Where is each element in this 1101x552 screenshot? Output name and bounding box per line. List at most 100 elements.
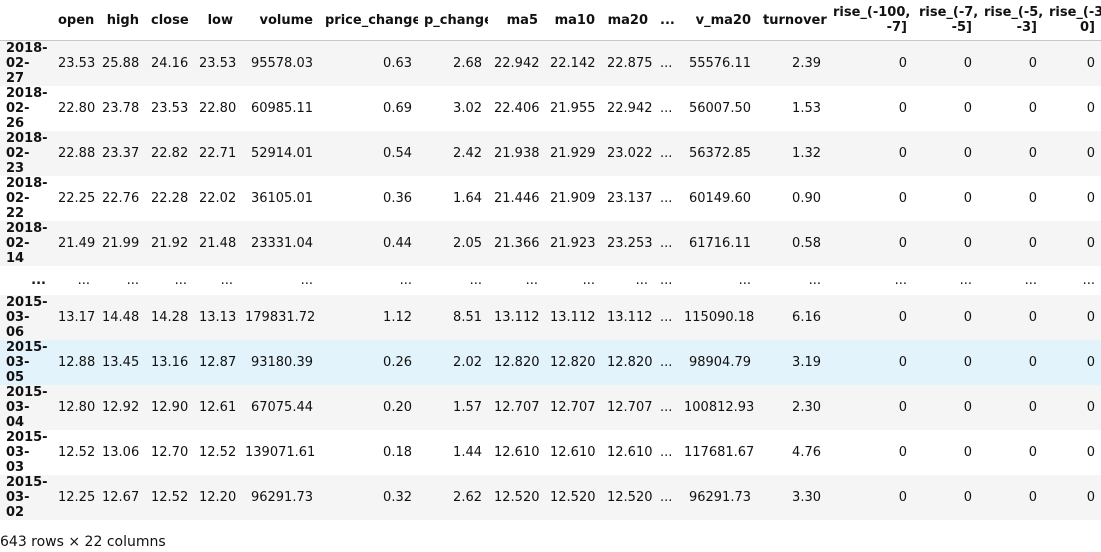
column-header-ma20: ma20 — [601, 0, 654, 41]
table-cell: 22.71 — [199, 146, 237, 161]
table-cell: 21.49 — [58, 236, 96, 251]
table-cell: ... — [300, 273, 313, 288]
table-cell: 21.99 — [102, 236, 140, 251]
table-cell: 115090.18 — [684, 310, 755, 325]
table-cell: 2.02 — [453, 355, 482, 370]
table-cell: 0 — [1086, 236, 1095, 251]
row-index: ... — [31, 273, 46, 288]
table-cell: 12.707 — [550, 400, 596, 415]
table-cell: 0 — [963, 310, 972, 325]
dataframe-shape-summary: 643 rows × 22 columns — [0, 534, 166, 550]
table-cell: 0 — [1086, 445, 1095, 460]
table-cell: 0 — [963, 490, 972, 505]
table-cell: 22.02 — [199, 191, 237, 206]
row-index: 2015- 03-06 — [6, 295, 48, 340]
table-cell: 6.16 — [792, 310, 821, 325]
table-cell: 2.62 — [453, 490, 482, 505]
row-index: 2018- 02-27 — [6, 41, 48, 86]
table-cell: ... — [660, 191, 673, 206]
table-cell: 22.88 — [58, 146, 96, 161]
table-cell: 0 — [1028, 191, 1037, 206]
table-cell: 1.53 — [792, 101, 821, 116]
table-cell: 12.610 — [550, 445, 596, 460]
table-cell: 24.16 — [151, 56, 189, 71]
table-cell: 1.64 — [453, 191, 482, 206]
table-cell: 0 — [963, 400, 972, 415]
column-header-low: low — [193, 0, 239, 41]
table-cell: 56007.50 — [688, 101, 751, 116]
table-cell: 0 — [898, 236, 907, 251]
table-cell: 23331.04 — [250, 236, 313, 251]
table-cell: 14.28 — [151, 310, 189, 325]
table-cell: 13.112 — [550, 310, 596, 325]
table-cell: 0.90 — [792, 191, 821, 206]
table-row: 2015- 03-04 12.80 12.92 12.90 12.61 67075.44 0.… — [0, 385, 1101, 430]
table-cell: 0 — [898, 400, 907, 415]
table-cell: 0 — [1086, 56, 1095, 71]
table-cell: 21.929 — [550, 146, 596, 161]
column-header-rise-neg3-0: rise_(-3,0] — [1043, 0, 1101, 41]
table-cell: 12.52 — [151, 490, 189, 505]
table-cell: 22.82 — [151, 146, 189, 161]
table-cell: ... — [582, 273, 595, 288]
table-cell: 12.52 — [58, 445, 96, 460]
table-cell: 22.942 — [494, 56, 540, 71]
table-cell: 0 — [1028, 56, 1037, 71]
table-cell: 21.446 — [494, 191, 540, 206]
table-cell: 0 — [898, 101, 907, 116]
table-cell: 12.20 — [199, 490, 237, 505]
table-cell: 0 — [898, 191, 907, 206]
table-cell: 2.05 — [453, 236, 482, 251]
table-cell: ... — [220, 273, 233, 288]
table-cell: 23.37 — [102, 146, 140, 161]
table-cell: 60149.60 — [688, 191, 751, 206]
table-cell: 12.707 — [607, 400, 653, 415]
table-row: 2015- 03-02 12.25 12.67 12.52 12.20 96291.73 0.… — [0, 475, 1101, 520]
table-cell: 1.12 — [383, 310, 412, 325]
table-row: 2018- 02-23 22.88 23.37 22.82 22.71 52914.01 0.… — [0, 131, 1101, 176]
table-cell: 56372.85 — [688, 146, 751, 161]
table-cell: 0 — [1028, 310, 1037, 325]
header-row: open high close low volume price_change … — [0, 0, 1101, 41]
table-row: 2015- 03-05 12.88 13.45 13.16 12.87 93180.39 0.… — [0, 340, 1101, 385]
table-cell: 36105.01 — [250, 191, 313, 206]
table-cell: 12.92 — [102, 400, 140, 415]
table-cell: 179831.72 — [245, 310, 316, 325]
table-cell: 0 — [1028, 236, 1037, 251]
table-cell: ... — [894, 273, 907, 288]
table-row: 2018- 02-27 23.53 25.88 24.16 23.53 95578.03 0.… — [0, 40, 1101, 86]
table-cell: 0 — [1086, 191, 1095, 206]
table-cell: 1.32 — [792, 146, 821, 161]
table-cell: 0 — [1086, 400, 1095, 415]
column-header-high: high — [96, 0, 145, 41]
table-cell: 12.520 — [607, 490, 653, 505]
table-row: 2015- 03-03 12.52 13.06 12.70 12.52 139071.61 0… — [0, 430, 1101, 475]
table-cell: 22.28 — [151, 191, 189, 206]
row-index: 2018- 02-23 — [6, 131, 48, 176]
table-cell: 25.88 — [102, 56, 140, 71]
table-row: 2015- 03-06 13.17 14.48 14.28 13.13 179831.72 1… — [0, 295, 1101, 340]
column-header-v-ma20: v_ma20 — [678, 0, 757, 41]
column-header-price-change: price_change — [319, 0, 418, 41]
row-index: 2018- 02-26 — [6, 86, 48, 131]
table-cell: 23.53 — [58, 56, 96, 71]
table-cell: 0 — [963, 236, 972, 251]
column-header-close: close — [145, 0, 193, 41]
table-cell: 0 — [898, 56, 907, 71]
row-index: 2018- 02-14 — [6, 221, 48, 266]
table-cell: ... — [399, 273, 412, 288]
table-cell: 0 — [898, 146, 907, 161]
table-cell: ... — [738, 273, 751, 288]
table-cell: 0 — [963, 191, 972, 206]
column-header-ellipsis: ... — [654, 0, 678, 41]
table-cell: 23.53 — [151, 101, 189, 116]
table-cell: 0 — [1086, 490, 1095, 505]
dataframe-output: open high close low volume price_change … — [0, 0, 1101, 520]
table-cell: 0 — [1086, 101, 1095, 116]
table-cell: 1.44 — [453, 445, 482, 460]
table-body: 2018- 02-27 23.53 25.88 24.16 23.53 95578.03 0.… — [0, 40, 1101, 520]
table-cell: ... — [660, 236, 673, 251]
table-cell: 12.520 — [494, 490, 540, 505]
row-index: 2018- 02-22 — [6, 176, 48, 221]
table-cell: 139071.61 — [245, 445, 316, 460]
